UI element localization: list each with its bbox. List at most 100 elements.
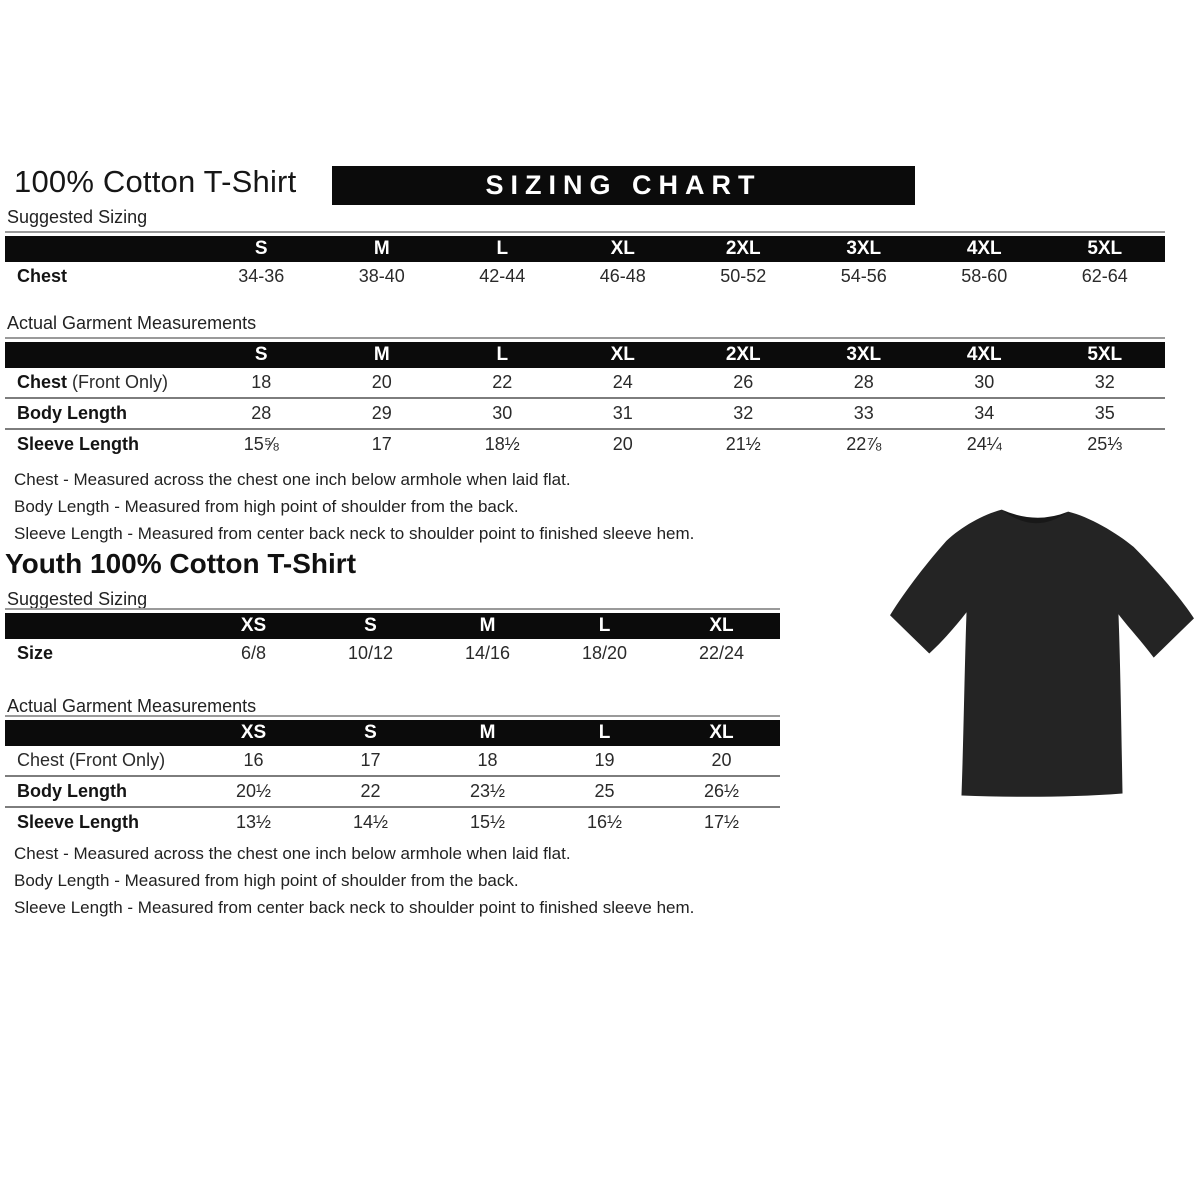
table-cell: 32 — [1094, 372, 1115, 392]
table-cell: 19 — [594, 750, 615, 770]
size-col-header: 2XL — [725, 238, 761, 259]
youth-suggested-sizing-table: XS S M L XL Size 6/8 10/12 14/16 18/20 2… — [5, 608, 780, 668]
table-top-rule — [5, 608, 780, 610]
adult-suggested-header-row: S M L XL 2XL 3XL 4XL 5XL — [5, 236, 1165, 262]
row-label: Body Length — [17, 781, 127, 801]
table-cell: 18½ — [484, 434, 520, 454]
table-cell: 50-52 — [720, 266, 767, 286]
table-top-rule — [5, 715, 780, 717]
note-sleeve-length: Sleeve Length - Measured from center bac… — [14, 898, 695, 917]
table-cell: 26 — [733, 372, 754, 392]
adult-measurements-header-row: S M L XL 2XL 3XL 4XL 5XL — [5, 342, 1165, 368]
youth-chest-row: Chest (Front Only) 16 17 18 19 20 — [5, 746, 780, 777]
table-cell: 58-60 — [961, 266, 1008, 286]
table-cell: 38-40 — [358, 266, 405, 286]
size-col-header: XS — [240, 722, 267, 743]
table-cell: 15½ — [469, 812, 506, 832]
row-label: Chest (Front Only) — [17, 750, 166, 770]
note-chest: Chest - Measured across the chest one in… — [14, 844, 571, 863]
table-cell: 18 — [477, 750, 498, 770]
size-col-header: 4XL — [966, 238, 1002, 259]
youth-measurements-table: XS S M L XL Chest (Front Only) 16 17 18 … — [5, 715, 780, 837]
size-col-header: 3XL — [846, 238, 882, 259]
row-label: Chest — [17, 266, 68, 286]
table-cell: 62-64 — [1081, 266, 1128, 286]
table-cell: 26½ — [703, 781, 740, 801]
table-cell: 30 — [974, 372, 995, 392]
table-cell: 20½ — [235, 781, 272, 801]
note-chest: Chest - Measured across the chest one in… — [14, 470, 571, 489]
table-cell: 17 — [360, 750, 381, 770]
size-col-header: 2XL — [725, 344, 761, 365]
table-cell: 24 — [612, 372, 633, 392]
table-cell: 6/8 — [240, 643, 267, 663]
youth-section-title: Youth 100% Cotton T-Shirt — [5, 548, 357, 579]
table-cell: 24¼ — [966, 434, 1002, 454]
adult-measurements-table: S M L XL 2XL 3XL 4XL 5XL Chest (Front On… — [5, 337, 1165, 459]
table-cell: 21½ — [725, 434, 761, 454]
table-cell: 54-56 — [840, 266, 887, 286]
adult-sleeve-length-row: Sleeve Length 15⅝ 17 18½ 20 21½ 22⅞ 24¼ … — [5, 430, 1165, 459]
size-col-header: S — [254, 238, 268, 259]
size-col-header: 5XL — [1087, 344, 1123, 365]
row-label: Body Length — [17, 403, 127, 423]
size-col-header: 3XL — [846, 344, 882, 365]
table-cell: 28 — [251, 403, 272, 423]
table-cell: 28 — [853, 372, 874, 392]
adult-suggested-sizing-table: S M L XL 2XL 3XL 4XL 5XL Chest 34-36 38-… — [5, 231, 1165, 291]
row-label: Chest (Front Only) — [17, 372, 169, 392]
table-cell: 34-36 — [238, 266, 285, 286]
tshirt-collar — [1001, 509, 1069, 524]
table-cell: 20 — [371, 372, 392, 392]
youth-suggested-sizing-label: Suggested Sizing — [7, 589, 148, 609]
youth-size-row: Size 6/8 10/12 14/16 18/20 22/24 — [5, 639, 780, 668]
adult-measurement-notes: Chest - Measured across the chest one in… — [14, 466, 814, 547]
youth-measurement-notes: Chest - Measured across the chest one in… — [14, 840, 814, 921]
table-cell: 25 — [594, 781, 615, 801]
adult-suggested-sizing-label: Suggested Sizing — [7, 207, 148, 227]
size-col-header: L — [496, 344, 509, 365]
table-cell: 30 — [492, 403, 513, 423]
youth-measurements-header-row: XS S M L XL — [5, 720, 780, 746]
table-cell: 20 — [612, 434, 633, 454]
table-cell: 33 — [853, 403, 874, 423]
table-cell: 13½ — [235, 812, 272, 832]
table-cell: 17½ — [703, 812, 740, 832]
note-sleeve-length: Sleeve Length - Measured from center bac… — [14, 524, 695, 543]
size-col-header: M — [373, 238, 390, 259]
sizing-chart-banner: SIZING CHART — [332, 166, 915, 205]
table-cell: 42-44 — [479, 266, 526, 286]
table-cell: 20 — [711, 750, 732, 770]
table-cell: 35 — [1094, 403, 1115, 423]
table-cell: 25⅓ — [1087, 434, 1123, 454]
table-cell: 23½ — [469, 781, 506, 801]
adult-chest-row: Chest (Front Only) 18 20 22 24 26 28 30 … — [5, 368, 1165, 399]
youth-body-length-row: Body Length 20½ 22 23½ 25 26½ — [5, 777, 780, 808]
size-col-header: L — [598, 722, 611, 743]
table-cell: 29 — [371, 403, 392, 423]
table-cell: 22⅞ — [846, 434, 882, 454]
table-top-rule — [5, 231, 1165, 233]
row-label: Size — [17, 643, 54, 663]
size-col-header: 5XL — [1087, 238, 1123, 259]
table-cell: 32 — [733, 403, 754, 423]
table-cell: 16½ — [586, 812, 623, 832]
table-cell: 10/12 — [347, 643, 394, 663]
table-cell: 22 — [492, 372, 513, 392]
adult-body-length-row: Body Length 28 29 30 31 32 33 34 35 — [5, 399, 1165, 430]
size-col-header: M — [479, 615, 496, 636]
table-cell: 18 — [251, 372, 272, 392]
adult-actual-measurements-label: Actual Garment Measurements — [7, 313, 257, 333]
table-cell: 34 — [974, 403, 995, 423]
row-label: Sleeve Length — [17, 434, 140, 454]
size-col-header: XL — [610, 238, 635, 259]
page-title: 100% Cotton T-Shirt — [14, 164, 297, 199]
note-body-length: Body Length - Measured from high point o… — [14, 497, 519, 516]
youth-actual-measurements-label: Actual Garment Measurements — [7, 696, 257, 716]
table-cell: 17 — [371, 434, 392, 454]
youth-suggested-header-row: XS S M L XL — [5, 613, 780, 639]
note-body-length: Body Length - Measured from high point o… — [14, 871, 519, 890]
table-cell: 22/24 — [698, 643, 745, 663]
size-col-header: M — [373, 344, 390, 365]
